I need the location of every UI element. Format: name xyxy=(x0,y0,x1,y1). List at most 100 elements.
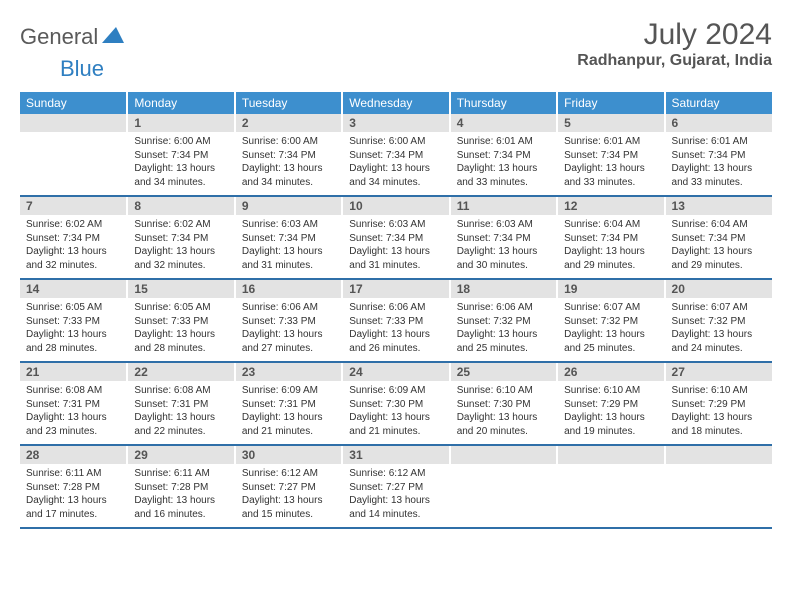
calendar-cell: 22Sunrise: 6:08 AMSunset: 7:31 PMDayligh… xyxy=(127,362,234,445)
daylight-text: Daylight: 13 hours and 23 minutes. xyxy=(26,411,120,438)
sunset-text: Sunset: 7:30 PM xyxy=(457,398,550,412)
day-number: 29 xyxy=(128,446,233,464)
calendar-cell: 4Sunrise: 6:01 AMSunset: 7:34 PMDaylight… xyxy=(450,114,557,196)
day-number: 18 xyxy=(451,280,556,298)
day-details: Sunrise: 6:03 AMSunset: 7:34 PMDaylight:… xyxy=(236,215,341,278)
daylight-text: Daylight: 13 hours and 21 minutes. xyxy=(349,411,442,438)
day-number: 8 xyxy=(128,197,233,215)
day-details: Sunrise: 6:00 AMSunset: 7:34 PMDaylight:… xyxy=(128,132,233,195)
day-number xyxy=(20,114,126,132)
day-details: Sunrise: 6:12 AMSunset: 7:27 PMDaylight:… xyxy=(343,464,448,527)
calendar-cell xyxy=(20,114,127,196)
day-number: 10 xyxy=(343,197,448,215)
day-details: Sunrise: 6:00 AMSunset: 7:34 PMDaylight:… xyxy=(236,132,341,195)
day-number: 14 xyxy=(20,280,126,298)
day-details xyxy=(666,464,772,522)
calendar-cell: 13Sunrise: 6:04 AMSunset: 7:34 PMDayligh… xyxy=(665,196,772,279)
day-number: 26 xyxy=(558,363,663,381)
day-number: 31 xyxy=(343,446,448,464)
sunrise-text: Sunrise: 6:12 AM xyxy=(242,467,335,481)
sunrise-text: Sunrise: 6:03 AM xyxy=(349,218,442,232)
calendar-cell: 12Sunrise: 6:04 AMSunset: 7:34 PMDayligh… xyxy=(557,196,664,279)
daylight-text: Daylight: 13 hours and 15 minutes. xyxy=(242,494,335,521)
sunrise-text: Sunrise: 6:10 AM xyxy=(672,384,766,398)
day-number: 13 xyxy=(666,197,772,215)
title-block: July 2024 Radhanpur, Gujarat, India xyxy=(577,18,772,70)
day-number: 7 xyxy=(20,197,126,215)
calendar-row: 14Sunrise: 6:05 AMSunset: 7:33 PMDayligh… xyxy=(20,279,772,362)
sunrise-text: Sunrise: 6:04 AM xyxy=(672,218,766,232)
calendar-cell: 9Sunrise: 6:03 AMSunset: 7:34 PMDaylight… xyxy=(235,196,342,279)
day-number: 5 xyxy=(558,114,663,132)
day-number: 28 xyxy=(20,446,126,464)
daylight-text: Daylight: 13 hours and 34 minutes. xyxy=(134,162,227,189)
sunrise-text: Sunrise: 6:06 AM xyxy=(457,301,550,315)
calendar-cell: 2Sunrise: 6:00 AMSunset: 7:34 PMDaylight… xyxy=(235,114,342,196)
sunset-text: Sunset: 7:34 PM xyxy=(457,149,550,163)
daylight-text: Daylight: 13 hours and 24 minutes. xyxy=(672,328,766,355)
day-number: 12 xyxy=(558,197,663,215)
calendar-cell: 29Sunrise: 6:11 AMSunset: 7:28 PMDayligh… xyxy=(127,445,234,528)
sunrise-text: Sunrise: 6:06 AM xyxy=(242,301,335,315)
day-details: Sunrise: 6:11 AMSunset: 7:28 PMDaylight:… xyxy=(20,464,126,527)
day-number: 24 xyxy=(343,363,448,381)
calendar-cell: 27Sunrise: 6:10 AMSunset: 7:29 PMDayligh… xyxy=(665,362,772,445)
day-details: Sunrise: 6:08 AMSunset: 7:31 PMDaylight:… xyxy=(20,381,126,444)
sunset-text: Sunset: 7:33 PM xyxy=(242,315,335,329)
daylight-text: Daylight: 13 hours and 14 minutes. xyxy=(349,494,442,521)
day-details: Sunrise: 6:09 AMSunset: 7:31 PMDaylight:… xyxy=(236,381,341,444)
calendar-cell: 8Sunrise: 6:02 AMSunset: 7:34 PMDaylight… xyxy=(127,196,234,279)
brand-name-a: General xyxy=(20,24,98,50)
day-number xyxy=(451,446,556,464)
sunset-text: Sunset: 7:31 PM xyxy=(242,398,335,412)
day-details: Sunrise: 6:00 AMSunset: 7:34 PMDaylight:… xyxy=(343,132,448,195)
calendar-row: 7Sunrise: 6:02 AMSunset: 7:34 PMDaylight… xyxy=(20,196,772,279)
day-number: 9 xyxy=(236,197,341,215)
sunset-text: Sunset: 7:32 PM xyxy=(564,315,657,329)
calendar-row: 21Sunrise: 6:08 AMSunset: 7:31 PMDayligh… xyxy=(20,362,772,445)
daylight-text: Daylight: 13 hours and 16 minutes. xyxy=(134,494,227,521)
sunrise-text: Sunrise: 6:00 AM xyxy=(242,135,335,149)
logo-triangle-icon xyxy=(102,27,124,48)
sunset-text: Sunset: 7:34 PM xyxy=(564,232,657,246)
sunset-text: Sunset: 7:28 PM xyxy=(134,481,227,495)
calendar-cell: 7Sunrise: 6:02 AMSunset: 7:34 PMDaylight… xyxy=(20,196,127,279)
day-details: Sunrise: 6:09 AMSunset: 7:30 PMDaylight:… xyxy=(343,381,448,444)
sunset-text: Sunset: 7:34 PM xyxy=(349,232,442,246)
daylight-text: Daylight: 13 hours and 34 minutes. xyxy=(349,162,442,189)
daylight-text: Daylight: 13 hours and 27 minutes. xyxy=(242,328,335,355)
sunset-text: Sunset: 7:33 PM xyxy=(26,315,120,329)
calendar-cell: 28Sunrise: 6:11 AMSunset: 7:28 PMDayligh… xyxy=(20,445,127,528)
daylight-text: Daylight: 13 hours and 19 minutes. xyxy=(564,411,657,438)
sunrise-text: Sunrise: 6:10 AM xyxy=(457,384,550,398)
sunrise-text: Sunrise: 6:07 AM xyxy=(672,301,766,315)
sunrise-text: Sunrise: 6:06 AM xyxy=(349,301,442,315)
calendar-cell: 25Sunrise: 6:10 AMSunset: 7:30 PMDayligh… xyxy=(450,362,557,445)
day-details: Sunrise: 6:08 AMSunset: 7:31 PMDaylight:… xyxy=(128,381,233,444)
sunrise-text: Sunrise: 6:09 AM xyxy=(349,384,442,398)
sunset-text: Sunset: 7:30 PM xyxy=(349,398,442,412)
daylight-text: Daylight: 13 hours and 34 minutes. xyxy=(242,162,335,189)
sunset-text: Sunset: 7:34 PM xyxy=(672,232,766,246)
day-details: Sunrise: 6:05 AMSunset: 7:33 PMDaylight:… xyxy=(128,298,233,361)
calendar-table: SundayMondayTuesdayWednesdayThursdayFrid… xyxy=(20,92,772,529)
month-title: July 2024 xyxy=(577,18,772,52)
calendar-cell: 5Sunrise: 6:01 AMSunset: 7:34 PMDaylight… xyxy=(557,114,664,196)
sunset-text: Sunset: 7:34 PM xyxy=(457,232,550,246)
day-number: 4 xyxy=(451,114,556,132)
sunrise-text: Sunrise: 6:05 AM xyxy=(134,301,227,315)
day-number: 22 xyxy=(128,363,233,381)
weekday-header: Sunday xyxy=(20,92,127,114)
calendar-cell: 6Sunrise: 6:01 AMSunset: 7:34 PMDaylight… xyxy=(665,114,772,196)
sunset-text: Sunset: 7:34 PM xyxy=(349,149,442,163)
daylight-text: Daylight: 13 hours and 31 minutes. xyxy=(242,245,335,272)
day-number: 17 xyxy=(343,280,448,298)
daylight-text: Daylight: 13 hours and 29 minutes. xyxy=(564,245,657,272)
sunset-text: Sunset: 7:34 PM xyxy=(134,149,227,163)
sunset-text: Sunset: 7:34 PM xyxy=(242,149,335,163)
sunrise-text: Sunrise: 6:02 AM xyxy=(26,218,120,232)
sunset-text: Sunset: 7:34 PM xyxy=(26,232,120,246)
calendar-cell: 18Sunrise: 6:06 AMSunset: 7:32 PMDayligh… xyxy=(450,279,557,362)
calendar-cell: 24Sunrise: 6:09 AMSunset: 7:30 PMDayligh… xyxy=(342,362,449,445)
day-details: Sunrise: 6:10 AMSunset: 7:29 PMDaylight:… xyxy=(558,381,663,444)
